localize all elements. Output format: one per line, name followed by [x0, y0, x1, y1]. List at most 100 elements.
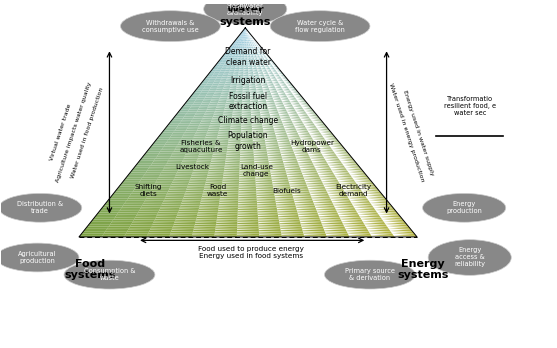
Polygon shape	[219, 64, 224, 66]
Polygon shape	[205, 77, 212, 78]
Polygon shape	[212, 96, 221, 97]
Polygon shape	[236, 40, 238, 42]
Polygon shape	[263, 132, 275, 134]
Polygon shape	[171, 134, 184, 136]
Polygon shape	[161, 132, 173, 134]
Polygon shape	[316, 171, 333, 173]
Polygon shape	[317, 211, 338, 213]
Polygon shape	[228, 63, 233, 64]
Polygon shape	[262, 125, 273, 127]
Polygon shape	[254, 77, 260, 78]
Polygon shape	[226, 50, 229, 52]
Polygon shape	[227, 96, 235, 97]
Polygon shape	[303, 232, 325, 234]
Polygon shape	[244, 28, 245, 30]
Polygon shape	[147, 195, 167, 197]
Polygon shape	[232, 113, 242, 115]
Polygon shape	[177, 111, 188, 113]
Polygon shape	[204, 187, 222, 188]
Polygon shape	[251, 106, 259, 108]
Polygon shape	[167, 125, 178, 127]
Polygon shape	[276, 206, 296, 207]
Polygon shape	[257, 68, 262, 70]
Polygon shape	[165, 197, 184, 199]
Polygon shape	[238, 192, 256, 193]
Polygon shape	[246, 30, 247, 31]
Polygon shape	[261, 117, 271, 118]
Polygon shape	[296, 206, 315, 207]
Polygon shape	[221, 120, 232, 122]
Polygon shape	[256, 90, 263, 92]
Polygon shape	[249, 49, 252, 50]
Polygon shape	[212, 155, 226, 157]
Polygon shape	[393, 235, 417, 237]
Polygon shape	[237, 38, 239, 40]
Polygon shape	[280, 117, 290, 118]
Polygon shape	[176, 127, 188, 129]
Polygon shape	[242, 106, 251, 108]
Polygon shape	[356, 183, 374, 185]
Polygon shape	[278, 94, 286, 96]
Polygon shape	[173, 180, 190, 181]
Polygon shape	[231, 124, 241, 125]
Polygon shape	[287, 87, 295, 89]
Polygon shape	[219, 82, 226, 84]
Polygon shape	[319, 150, 334, 152]
Polygon shape	[231, 80, 237, 82]
Polygon shape	[304, 147, 318, 148]
Polygon shape	[280, 227, 302, 228]
Polygon shape	[340, 160, 355, 162]
Polygon shape	[306, 183, 324, 185]
Polygon shape	[291, 120, 302, 122]
Polygon shape	[363, 193, 383, 195]
Polygon shape	[196, 97, 205, 99]
Polygon shape	[244, 52, 247, 54]
Polygon shape	[215, 228, 237, 230]
Polygon shape	[276, 71, 282, 73]
Polygon shape	[261, 118, 271, 120]
Polygon shape	[278, 220, 300, 221]
Polygon shape	[203, 117, 213, 118]
Polygon shape	[279, 115, 290, 117]
Polygon shape	[182, 136, 194, 137]
Polygon shape	[217, 103, 226, 104]
Polygon shape	[232, 45, 235, 47]
Text: Agricultural
production: Agricultural production	[18, 251, 57, 264]
Polygon shape	[266, 103, 275, 104]
Polygon shape	[252, 127, 263, 129]
Polygon shape	[255, 82, 261, 84]
Polygon shape	[304, 235, 327, 237]
Polygon shape	[234, 57, 238, 59]
Polygon shape	[352, 178, 370, 180]
Polygon shape	[217, 214, 238, 216]
Polygon shape	[175, 218, 197, 220]
Polygon shape	[282, 122, 293, 124]
Polygon shape	[256, 195, 275, 197]
Polygon shape	[304, 178, 321, 180]
Polygon shape	[258, 101, 266, 103]
Polygon shape	[162, 148, 175, 150]
Polygon shape	[231, 50, 234, 52]
Polygon shape	[241, 141, 253, 143]
Polygon shape	[197, 216, 217, 218]
Polygon shape	[365, 227, 388, 228]
Polygon shape	[138, 183, 155, 185]
Polygon shape	[153, 160, 169, 162]
Polygon shape	[193, 117, 203, 118]
Polygon shape	[240, 64, 244, 66]
Polygon shape	[199, 207, 218, 209]
Polygon shape	[204, 139, 217, 141]
Polygon shape	[216, 141, 228, 143]
Polygon shape	[216, 77, 222, 78]
Polygon shape	[211, 122, 221, 124]
Polygon shape	[227, 64, 232, 66]
Polygon shape	[241, 44, 243, 45]
Polygon shape	[237, 78, 243, 80]
Polygon shape	[194, 115, 204, 117]
Polygon shape	[245, 38, 246, 40]
Polygon shape	[206, 84, 213, 85]
Polygon shape	[275, 70, 281, 71]
Polygon shape	[243, 82, 249, 84]
Polygon shape	[130, 171, 147, 173]
Polygon shape	[270, 171, 286, 173]
